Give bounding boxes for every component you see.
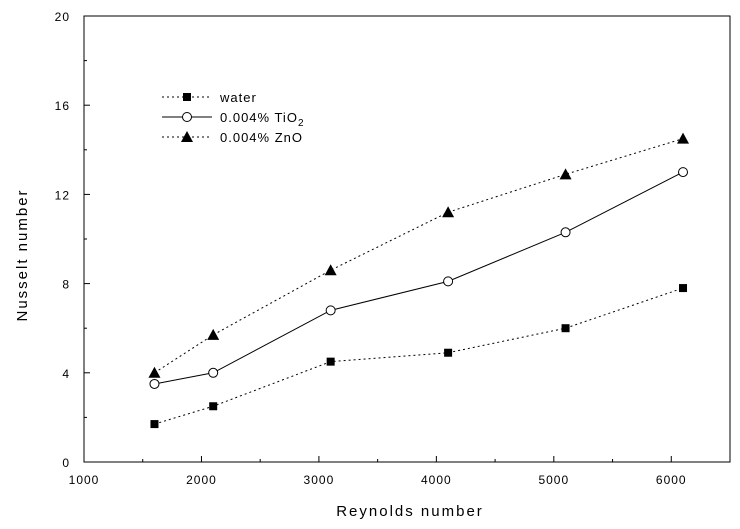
data-point-0-004-zno bbox=[559, 168, 572, 180]
y-axis-title: Nusselt number bbox=[14, 188, 31, 321]
y-tick-label: 4 bbox=[62, 367, 70, 381]
legend-marker bbox=[183, 93, 191, 101]
data-point-0-004-zno bbox=[148, 366, 161, 378]
x-tick-label: 5000 bbox=[538, 473, 569, 487]
series-0-004-tio bbox=[149, 167, 689, 389]
data-point-0-004-zno bbox=[677, 132, 690, 144]
legend-label: 0.004% ZnO bbox=[220, 130, 303, 145]
legend-marker bbox=[181, 131, 193, 142]
legend-item-water: water bbox=[162, 90, 257, 105]
series-line-water bbox=[154, 287, 684, 425]
y-tick-label: 8 bbox=[62, 278, 70, 292]
data-point-water bbox=[561, 324, 570, 333]
data-point-0-004-zno bbox=[207, 328, 220, 340]
legend-item-0-004-tio: 0.004% TiO2 bbox=[162, 110, 305, 129]
data-point-0-004-zno bbox=[324, 264, 337, 276]
legend-item-0-004-zno: 0.004% ZnO bbox=[162, 130, 303, 145]
x-axis-title: Reynolds number bbox=[336, 503, 484, 520]
x-tick-label: 3000 bbox=[304, 473, 335, 487]
y-tick-label: 12 bbox=[55, 188, 70, 202]
axes: 1000 2000 3000 4000 5000 6000 0 4 8 12 16 20 bbox=[55, 10, 731, 487]
legend-label: 0.004% TiO2 bbox=[220, 110, 305, 129]
x-tick-label: 2000 bbox=[186, 473, 217, 487]
y-tick-label: 16 bbox=[55, 99, 70, 113]
x-tick-label: 1000 bbox=[69, 473, 100, 487]
legend-marker bbox=[182, 112, 192, 122]
data-point-0-004-tio bbox=[149, 378, 160, 389]
y-tick-label: 20 bbox=[55, 10, 70, 24]
data-point-0-004-tio bbox=[443, 276, 454, 287]
data-point-0-004-tio bbox=[325, 305, 336, 316]
series-line-0-004-tio bbox=[154, 171, 684, 385]
series-water bbox=[150, 284, 688, 429]
data-point-water bbox=[209, 402, 218, 411]
data-point-0-004-zno bbox=[442, 206, 455, 218]
data-point-0-004-tio bbox=[560, 227, 571, 238]
data-point-water bbox=[444, 348, 453, 357]
data-point-water bbox=[326, 357, 335, 366]
data-point-water bbox=[150, 420, 159, 429]
legend-label-subscript: 2 bbox=[298, 118, 305, 129]
y-tick-label: 0 bbox=[62, 456, 70, 470]
series-line-0-004-zno bbox=[154, 138, 684, 374]
x-tick-label: 6000 bbox=[656, 473, 687, 487]
legend-label: water bbox=[219, 90, 257, 105]
x-tick-label: 4000 bbox=[421, 473, 452, 487]
series-group bbox=[148, 132, 690, 429]
plot-frame bbox=[83, 15, 731, 463]
data-point-water bbox=[679, 284, 688, 293]
data-point-0-004-tio bbox=[678, 167, 689, 178]
data-point-0-004-tio bbox=[208, 367, 219, 378]
series-0-004-zno bbox=[148, 132, 690, 378]
